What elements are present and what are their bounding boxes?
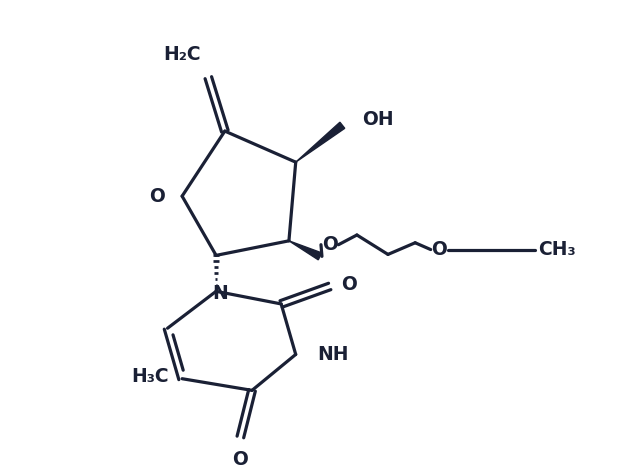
Text: O: O [431, 240, 447, 259]
Text: CH₃: CH₃ [538, 240, 576, 259]
Polygon shape [289, 241, 322, 260]
Text: O: O [148, 187, 164, 206]
Text: H₃C: H₃C [131, 367, 168, 386]
Text: O: O [341, 275, 357, 294]
Text: O: O [232, 450, 248, 469]
Polygon shape [296, 122, 345, 162]
Text: O: O [322, 235, 338, 254]
Text: OH: OH [362, 110, 394, 129]
Text: N: N [212, 283, 228, 303]
Text: H₂C: H₂C [163, 45, 200, 64]
Text: NH: NH [317, 345, 349, 364]
